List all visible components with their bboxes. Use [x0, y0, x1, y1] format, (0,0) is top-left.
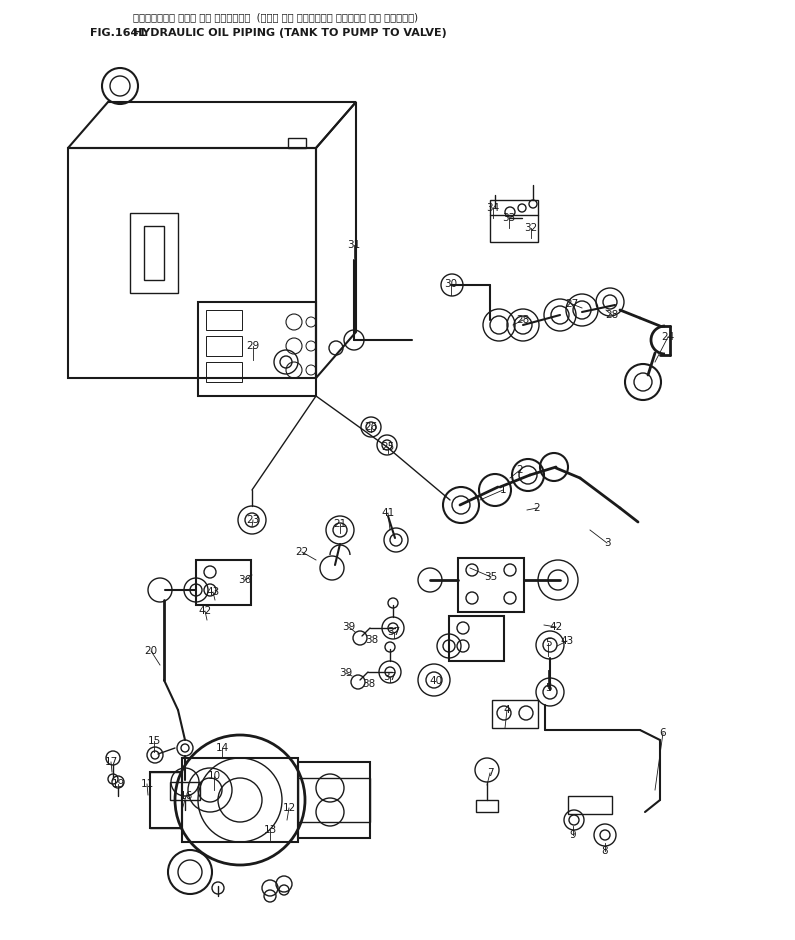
Text: 6: 6 [660, 728, 666, 738]
Text: 3: 3 [603, 538, 611, 548]
Text: 2: 2 [533, 503, 541, 513]
Text: HYDRAULIC OIL PIPING (TANK TO PUMP TO VALVE): HYDRAULIC OIL PIPING (TANK TO PUMP TO VA… [133, 28, 447, 38]
Text: 38: 38 [366, 635, 378, 645]
Text: 22: 22 [296, 547, 308, 557]
Text: 15: 15 [147, 736, 161, 746]
Text: 33: 33 [502, 213, 516, 223]
Text: 43: 43 [560, 636, 574, 646]
Text: 8: 8 [602, 846, 608, 856]
Bar [144, 226, 164, 280]
Text: 32: 32 [525, 223, 537, 233]
Text: 28: 28 [517, 315, 529, 325]
Bar [196, 560, 251, 605]
Text: 37: 37 [387, 627, 401, 637]
Bar [492, 700, 538, 728]
Text: 39: 39 [343, 622, 355, 632]
Text: 42: 42 [199, 606, 211, 616]
Text: 16: 16 [180, 791, 192, 801]
Text: 5: 5 [545, 638, 551, 648]
Bar [206, 362, 242, 382]
Bar [288, 138, 306, 148]
Text: 4: 4 [504, 705, 510, 715]
Bar [476, 800, 498, 812]
Bar [206, 336, 242, 356]
Text: 43: 43 [207, 587, 219, 597]
Text: 42: 42 [549, 622, 563, 632]
Bar [568, 796, 612, 814]
Text: FIG.1641: FIG.1641 [90, 28, 146, 38]
Text: 30: 30 [444, 279, 458, 289]
Text: 13: 13 [263, 825, 277, 835]
Bar [182, 758, 298, 842]
Text: 35: 35 [484, 572, 498, 582]
Text: 31: 31 [347, 240, 361, 250]
Text: 41: 41 [382, 508, 394, 518]
Text: 29: 29 [246, 341, 260, 351]
Text: 36: 36 [238, 575, 252, 585]
Bar [170, 782, 200, 800]
Text: 24: 24 [661, 332, 675, 342]
Text: 26: 26 [364, 422, 378, 432]
Text: 27: 27 [565, 299, 579, 309]
Text: 9: 9 [570, 830, 576, 840]
Text: 10: 10 [207, 771, 220, 781]
Text: 38: 38 [363, 679, 375, 689]
Bar [298, 762, 370, 838]
Text: 11: 11 [141, 779, 153, 789]
Bar [298, 778, 370, 822]
Bar [68, 148, 316, 378]
Text: 39: 39 [339, 668, 353, 678]
Bar [150, 772, 182, 828]
Text: 17: 17 [104, 757, 118, 767]
Text: 7: 7 [487, 768, 494, 778]
Bar [130, 213, 178, 293]
Bar [490, 200, 538, 242]
Bar [449, 616, 504, 661]
Bar [458, 558, 524, 612]
Text: 28: 28 [605, 310, 619, 320]
Text: 21: 21 [333, 519, 347, 529]
Text: 25: 25 [382, 442, 394, 452]
Text: 34: 34 [487, 203, 499, 213]
Text: 5: 5 [545, 683, 551, 693]
Text: 37: 37 [383, 672, 397, 682]
Text: 23: 23 [246, 515, 260, 525]
Text: 1: 1 [500, 485, 506, 495]
Text: 2: 2 [517, 465, 523, 475]
Text: 19: 19 [111, 779, 125, 789]
Text: 14: 14 [215, 743, 229, 753]
Text: ハイト゜ロック オイル ハ゜ イヒ゜ンク゜  (タンク カラ ホ゜ンフ゜、 ホ゜ンフ゜ カラ ハ゜ルフ゜): ハイト゜ロック オイル ハ゜ イヒ゜ンク゜ (タンク カラ ホ゜ンフ゜、 ホ゜ン… [133, 12, 418, 22]
Text: 40: 40 [429, 676, 443, 686]
Bar [198, 302, 316, 396]
Text: 12: 12 [282, 803, 296, 813]
Bar [206, 310, 242, 330]
Text: 20: 20 [145, 646, 157, 656]
